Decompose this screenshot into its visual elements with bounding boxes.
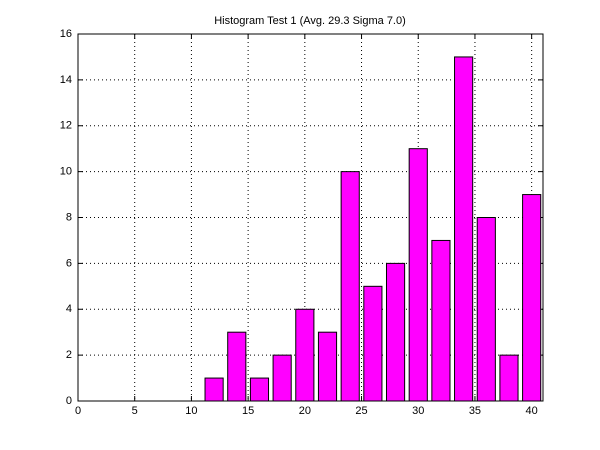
y-tick-label: 10 [60,166,72,178]
bar [431,239,451,402]
x-tick-label: 30 [412,405,424,417]
y-tick-label: 0 [66,395,72,407]
bar [363,285,383,402]
y-tick-label: 12 [60,120,72,132]
bar [408,148,428,402]
bar [204,377,224,402]
bar [317,331,338,402]
x-tick-label: 0 [75,405,81,417]
y-tick-label: 14 [60,74,72,86]
y-tick-label: 2 [66,349,72,361]
x-tick-label: 25 [355,405,367,417]
bar [340,171,360,402]
x-tick-label: 35 [469,405,481,417]
y-tick-label: 8 [66,211,72,223]
bar [499,354,519,402]
x-tick-label: 10 [185,405,197,417]
bar [454,56,474,402]
bar [249,377,270,402]
x-tick-label: 20 [299,405,311,417]
y-tick-label: 4 [66,303,72,315]
x-tick-label: 5 [132,405,138,417]
x-tick-label: 40 [526,405,538,417]
chart-title: Histogram Test 1 (Avg. 29.3 Sigma 7.0) [214,15,406,27]
y-tick-label: 16 [60,28,72,40]
bar [385,262,406,402]
bar [272,354,292,402]
bar [227,331,247,402]
bar [522,194,542,402]
y-tick-label: 6 [66,257,72,269]
x-tick-label: 15 [242,405,254,417]
bar [476,217,496,402]
bar [295,308,315,402]
